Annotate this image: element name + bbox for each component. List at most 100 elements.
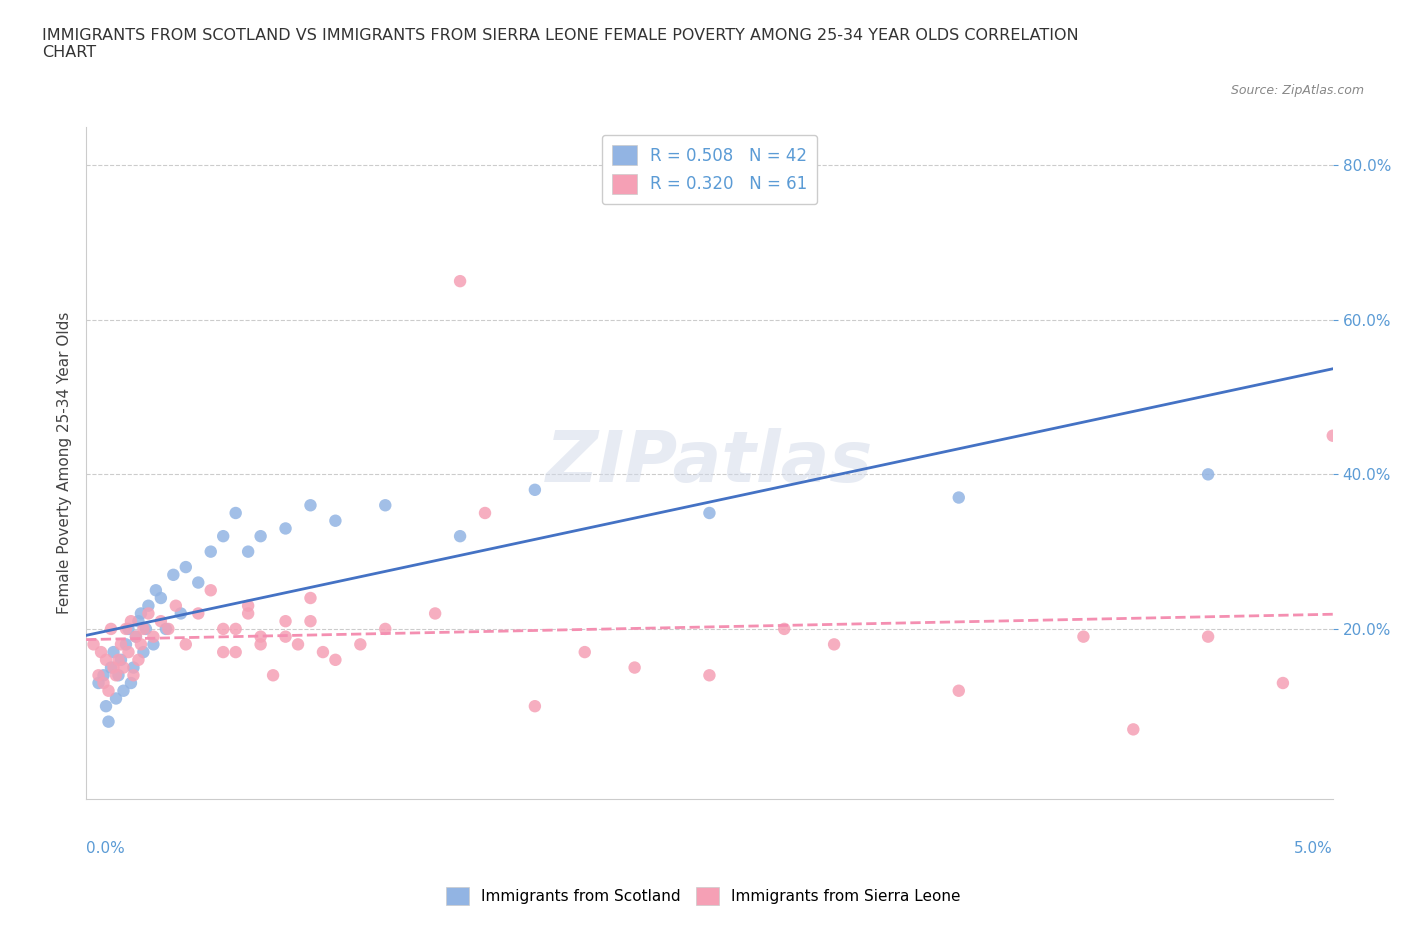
- Point: [170, 606, 193, 621]
- Text: Source: ZipAtlas.com: Source: ZipAtlas.com: [1230, 84, 1364, 97]
- Point: [474, 506, 496, 521]
- Point: [423, 606, 446, 621]
- Point: [249, 637, 271, 652]
- Point: [274, 521, 297, 536]
- Point: [325, 652, 347, 667]
- Point: [449, 529, 471, 544]
- Point: [249, 630, 271, 644]
- Text: 5.0%: 5.0%: [1294, 842, 1333, 857]
- Point: [135, 621, 157, 636]
- Point: [236, 606, 259, 621]
- Point: [287, 637, 309, 652]
- Point: [1197, 630, 1219, 644]
- Point: [249, 529, 271, 544]
- Point: [132, 644, 155, 659]
- Point: [1271, 675, 1294, 690]
- Point: [523, 698, 546, 713]
- Point: [299, 614, 322, 629]
- Point: [132, 621, 155, 636]
- Point: [138, 598, 160, 613]
- Point: [110, 637, 132, 652]
- Point: [773, 621, 796, 636]
- Point: [1073, 630, 1095, 644]
- Point: [948, 684, 970, 698]
- Point: [104, 691, 127, 706]
- Point: [110, 652, 132, 667]
- Point: [120, 675, 142, 690]
- Legend: Immigrants from Scotland, Immigrants from Sierra Leone: Immigrants from Scotland, Immigrants fro…: [439, 879, 967, 913]
- Point: [174, 560, 197, 575]
- Point: [107, 652, 129, 667]
- Point: [1122, 722, 1144, 737]
- Point: [125, 630, 148, 644]
- Point: [103, 644, 125, 659]
- Point: [142, 630, 165, 644]
- Point: [145, 583, 167, 598]
- Point: [122, 668, 145, 683]
- Point: [174, 637, 197, 652]
- Point: [155, 621, 177, 636]
- Point: [117, 644, 139, 659]
- Point: [93, 668, 115, 683]
- Point: [129, 606, 152, 621]
- Point: [823, 637, 845, 652]
- Point: [374, 621, 396, 636]
- Point: [299, 498, 322, 512]
- Point: [97, 684, 120, 698]
- Point: [699, 506, 721, 521]
- Point: [157, 621, 180, 636]
- Text: ZIPatlas: ZIPatlas: [546, 428, 873, 498]
- Point: [83, 637, 105, 652]
- Point: [100, 621, 122, 636]
- Point: [115, 621, 138, 636]
- Point: [187, 575, 209, 590]
- Point: [187, 606, 209, 621]
- Point: [274, 614, 297, 629]
- Point: [948, 490, 970, 505]
- Point: [449, 273, 471, 288]
- Point: [94, 698, 117, 713]
- Point: [162, 567, 184, 582]
- Point: [165, 598, 187, 613]
- Point: [142, 637, 165, 652]
- Point: [574, 644, 596, 659]
- Point: [115, 637, 138, 652]
- Y-axis label: Female Poverty Among 25-34 Year Olds: Female Poverty Among 25-34 Year Olds: [58, 312, 72, 614]
- Point: [149, 614, 172, 629]
- Point: [87, 668, 110, 683]
- Point: [212, 529, 235, 544]
- Point: [1322, 429, 1344, 444]
- Point: [117, 621, 139, 636]
- Point: [225, 506, 247, 521]
- Legend: R = 0.508   N = 42, R = 0.320   N = 61: R = 0.508 N = 42, R = 0.320 N = 61: [602, 135, 817, 204]
- Point: [107, 668, 129, 683]
- Point: [200, 544, 222, 559]
- Point: [225, 644, 247, 659]
- Point: [225, 621, 247, 636]
- Point: [374, 498, 396, 512]
- Point: [122, 660, 145, 675]
- Point: [325, 513, 347, 528]
- Point: [274, 630, 297, 644]
- Point: [127, 614, 149, 629]
- Point: [149, 591, 172, 605]
- Point: [312, 644, 335, 659]
- Point: [212, 621, 235, 636]
- Point: [120, 614, 142, 629]
- Point: [127, 652, 149, 667]
- Point: [112, 684, 135, 698]
- Point: [97, 714, 120, 729]
- Point: [103, 660, 125, 675]
- Point: [212, 644, 235, 659]
- Point: [299, 591, 322, 605]
- Point: [699, 668, 721, 683]
- Point: [349, 637, 371, 652]
- Point: [623, 660, 645, 675]
- Point: [200, 583, 222, 598]
- Point: [262, 668, 284, 683]
- Point: [104, 668, 127, 683]
- Point: [236, 544, 259, 559]
- Point: [93, 675, 115, 690]
- Point: [94, 652, 117, 667]
- Text: IMMIGRANTS FROM SCOTLAND VS IMMIGRANTS FROM SIERRA LEONE FEMALE POVERTY AMONG 25: IMMIGRANTS FROM SCOTLAND VS IMMIGRANTS F…: [42, 28, 1078, 60]
